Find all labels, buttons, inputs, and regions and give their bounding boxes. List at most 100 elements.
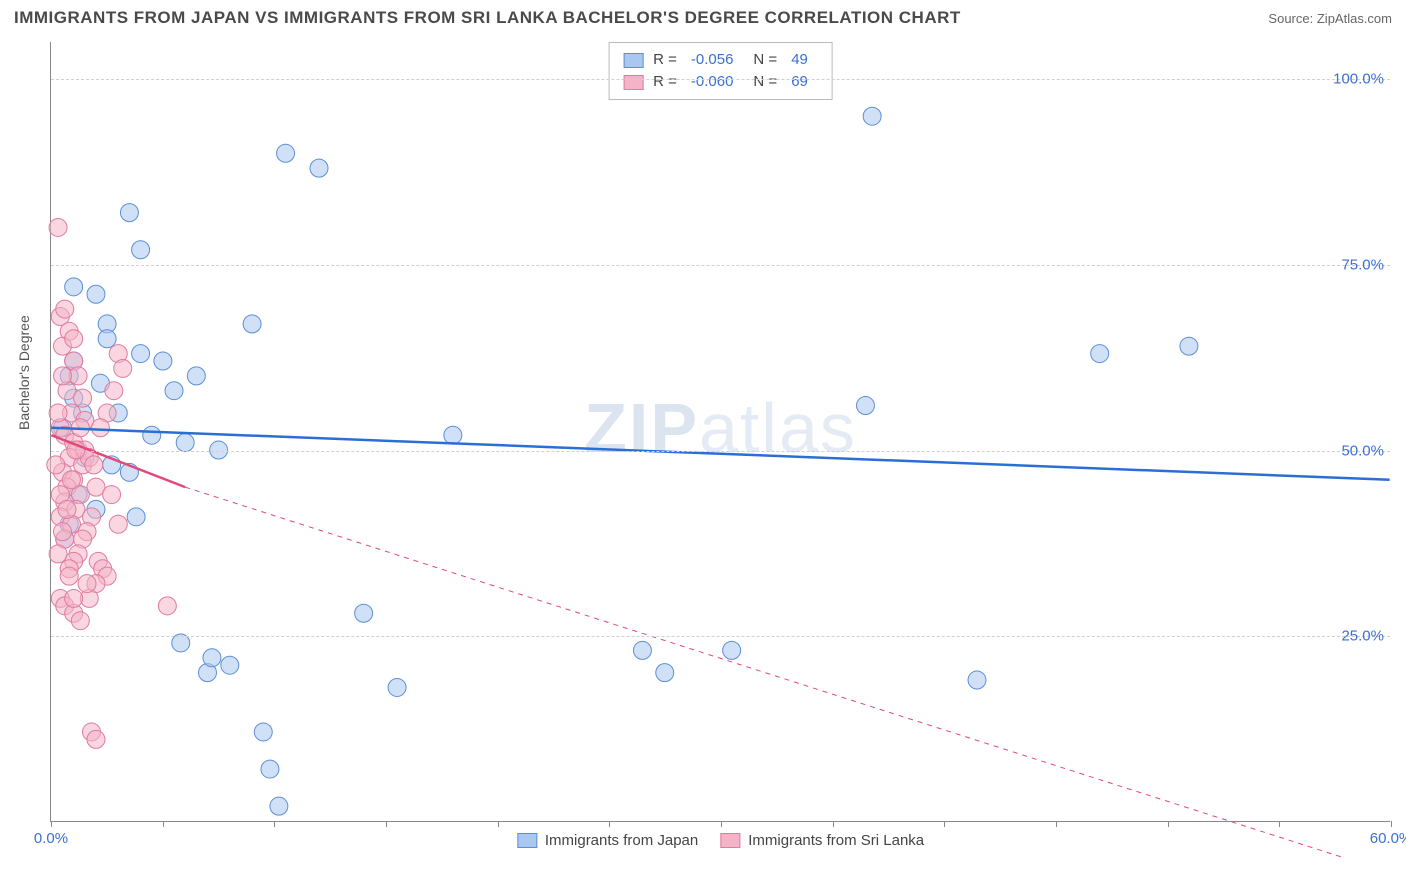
stat-n-label: N = (753, 49, 777, 71)
scatter-point (154, 352, 172, 370)
x-tick-mark (609, 821, 610, 827)
x-tick-mark (498, 821, 499, 827)
y-tick-label: 75.0% (1341, 256, 1384, 273)
scatter-point (132, 241, 150, 259)
x-tick-mark (944, 821, 945, 827)
legend-series-label: Immigrants from Japan (545, 832, 698, 849)
scatter-point (109, 515, 127, 533)
legend-series: Immigrants from Japan Immigrants from Sri… (517, 832, 924, 849)
scatter-point (158, 597, 176, 615)
scatter-point (656, 664, 674, 682)
stat-n-label: N = (753, 71, 777, 93)
scatter-point (355, 604, 373, 622)
scatter-point (120, 204, 138, 222)
scatter-point (60, 567, 78, 585)
source-name: ZipAtlas.com (1317, 11, 1392, 26)
scatter-point (310, 159, 328, 177)
scatter-point (127, 508, 145, 526)
scatter-point (261, 760, 279, 778)
stat-r-value: -0.060 (691, 71, 734, 93)
scatter-point (856, 397, 874, 415)
scatter-point (165, 382, 183, 400)
gridline-h (51, 636, 1390, 637)
scatter-point (968, 671, 986, 689)
legend-stat-row: R = -0.056 N = 49 (623, 49, 818, 71)
scatter-point (87, 285, 105, 303)
scatter-point (49, 218, 67, 236)
legend-swatch (720, 833, 740, 848)
trend-line-extension (185, 487, 1345, 858)
scatter-point (203, 649, 221, 667)
x-tick-mark (833, 821, 834, 827)
legend-swatch (517, 833, 537, 848)
chart-svg (51, 42, 1390, 821)
y-axis-label: Bachelor's Degree (16, 315, 32, 430)
chart-title: IMMIGRANTS FROM JAPAN VS IMMIGRANTS FROM… (14, 8, 961, 28)
scatter-point (56, 300, 74, 318)
gridline-h (51, 79, 1390, 80)
scatter-point (270, 797, 288, 815)
x-tick-mark (721, 821, 722, 827)
scatter-point (132, 345, 150, 363)
scatter-point (58, 500, 76, 518)
scatter-point (103, 486, 121, 504)
scatter-point (85, 456, 103, 474)
x-tick-mark (51, 821, 52, 827)
legend-stats: R = -0.056 N = 49 R = -0.060 N = 69 (608, 42, 833, 100)
scatter-point (65, 278, 83, 296)
scatter-point (49, 404, 67, 422)
stat-n-value: 49 (791, 49, 808, 71)
scatter-point (1180, 337, 1198, 355)
scatter-point (91, 419, 109, 437)
x-tick-mark (1391, 821, 1392, 827)
scatter-point (388, 678, 406, 696)
x-tick-mark (274, 821, 275, 827)
stat-n-value: 69 (791, 71, 808, 93)
stat-r-label: R = (653, 49, 677, 71)
legend-stat-row: R = -0.060 N = 69 (623, 71, 818, 93)
scatter-point (74, 389, 92, 407)
x-tick-mark (163, 821, 164, 827)
legend-swatch (623, 53, 643, 68)
scatter-point (87, 730, 105, 748)
y-tick-label: 100.0% (1333, 71, 1384, 88)
scatter-point (187, 367, 205, 385)
scatter-point (633, 641, 651, 659)
scatter-point (444, 426, 462, 444)
scatter-point (49, 545, 67, 563)
source-label: Source: (1268, 11, 1313, 26)
scatter-point (54, 523, 72, 541)
x-tick-label: 0.0% (34, 830, 68, 847)
scatter-point (54, 367, 72, 385)
scatter-point (143, 426, 161, 444)
legend-swatch (623, 75, 643, 90)
x-tick-mark (1168, 821, 1169, 827)
scatter-point (723, 641, 741, 659)
legend-series-item: Immigrants from Sri Lanka (720, 832, 924, 849)
scatter-point (62, 471, 80, 489)
legend-series-item: Immigrants from Japan (517, 832, 698, 849)
scatter-point (105, 382, 123, 400)
y-tick-label: 25.0% (1341, 628, 1384, 645)
scatter-point (243, 315, 261, 333)
chart-plot-area: ZIPatlas R =-0.056N =49R =-0.060N =69 Im… (50, 42, 1390, 822)
stat-r-value: -0.056 (691, 49, 734, 71)
legend-series-label: Immigrants from Sri Lanka (748, 832, 924, 849)
scatter-point (1091, 345, 1109, 363)
stat-r-label: R = (653, 71, 677, 93)
x-tick-mark (1279, 821, 1280, 827)
scatter-point (47, 456, 65, 474)
scatter-point (176, 434, 194, 452)
trend-line (51, 428, 1389, 480)
gridline-h (51, 451, 1390, 452)
gridline-h (51, 265, 1390, 266)
x-tick-mark (386, 821, 387, 827)
scatter-point (65, 589, 83, 607)
scatter-point (221, 656, 239, 674)
scatter-point (78, 575, 96, 593)
source-attribution: Source: ZipAtlas.com (1268, 11, 1392, 26)
x-tick-mark (1056, 821, 1057, 827)
scatter-point (863, 107, 881, 125)
scatter-point (98, 330, 116, 348)
x-tick-label: 60.0% (1370, 830, 1406, 847)
